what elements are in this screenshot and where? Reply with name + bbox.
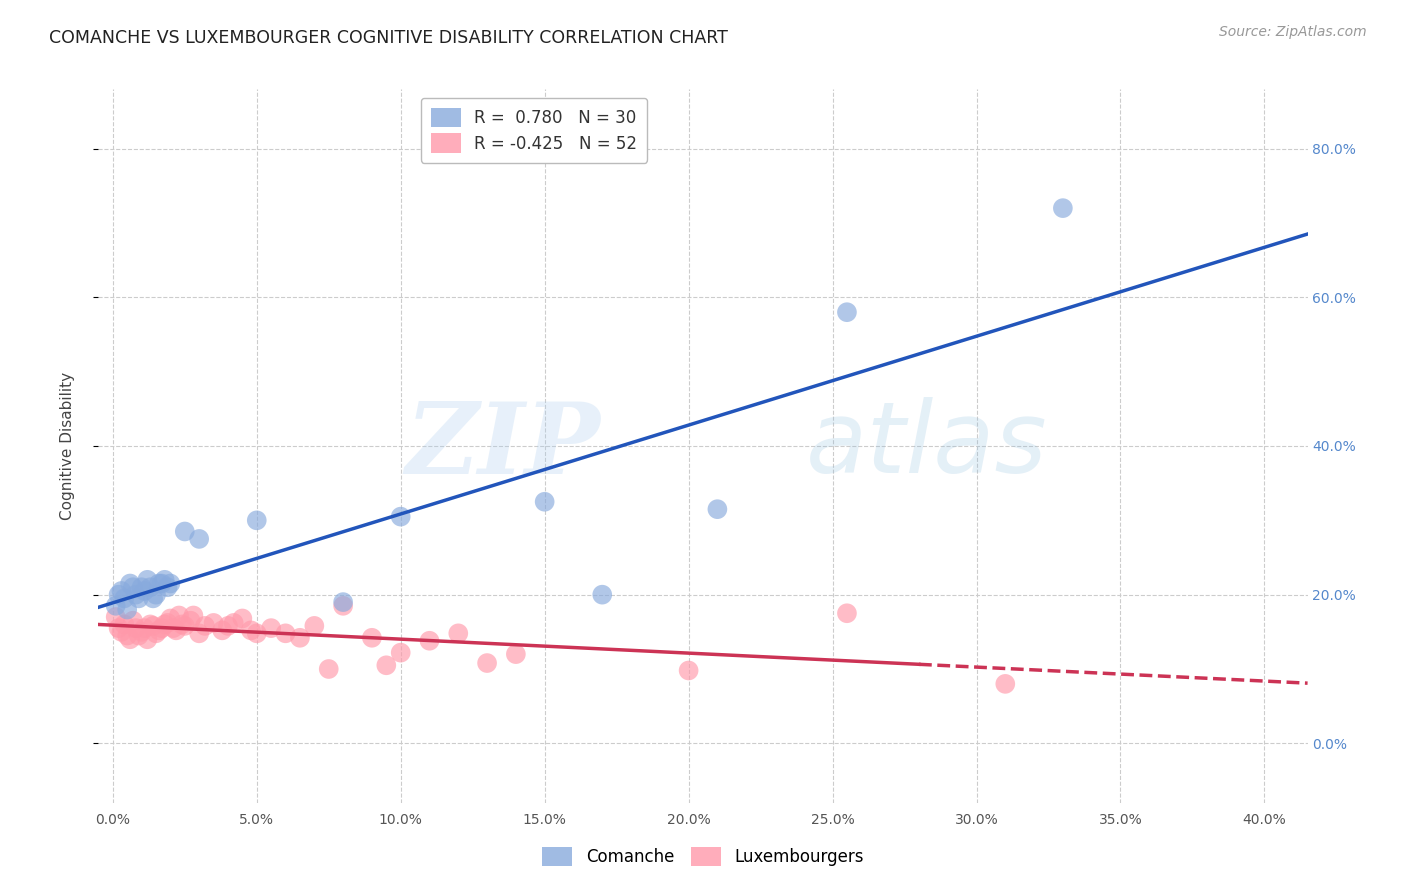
- Point: [110, 583, 132, 598]
- Point: [332, 595, 354, 609]
- Point: [115, 602, 138, 616]
- Point: [994, 677, 1017, 691]
- Point: [304, 619, 326, 633]
- Point: [134, 621, 156, 635]
- Point: [835, 305, 858, 319]
- Point: [678, 664, 700, 678]
- Point: [145, 626, 167, 640]
- Point: [389, 509, 412, 524]
- Point: [136, 632, 159, 647]
- Point: [162, 621, 184, 635]
- Point: [148, 576, 170, 591]
- Point: [1052, 201, 1074, 215]
- Point: [156, 615, 179, 630]
- Point: [173, 524, 195, 539]
- Point: [835, 607, 858, 621]
- Point: [104, 610, 127, 624]
- Point: [173, 619, 195, 633]
- Point: [170, 617, 193, 632]
- Point: [194, 619, 217, 633]
- Point: [112, 617, 135, 632]
- Point: [505, 647, 527, 661]
- Text: atlas: atlas: [806, 398, 1047, 494]
- Legend: R =  0.780   N = 30, R = -0.425   N = 52: R = 0.780 N = 30, R = -0.425 N = 52: [420, 97, 647, 162]
- Point: [122, 614, 145, 628]
- Point: [180, 614, 202, 628]
- Point: [706, 502, 728, 516]
- Point: [211, 624, 233, 638]
- Point: [153, 617, 176, 632]
- Point: [447, 626, 470, 640]
- Point: [150, 621, 173, 635]
- Point: [246, 626, 269, 640]
- Point: [389, 646, 412, 660]
- Point: [361, 631, 384, 645]
- Point: [231, 611, 253, 625]
- Point: [125, 621, 148, 635]
- Point: [104, 599, 127, 613]
- Point: [128, 628, 150, 642]
- Y-axis label: Cognitive Disability: Cognitive Disability: [60, 372, 75, 520]
- Point: [139, 617, 162, 632]
- Point: [145, 588, 167, 602]
- Point: [107, 588, 129, 602]
- Point: [260, 621, 283, 635]
- Point: [188, 626, 211, 640]
- Point: [274, 626, 297, 640]
- Point: [153, 573, 176, 587]
- Point: [167, 608, 190, 623]
- Point: [134, 583, 156, 598]
- Point: [128, 591, 150, 606]
- Point: [240, 624, 263, 638]
- Point: [107, 621, 129, 635]
- Legend: Comanche, Luxembourgers: Comanche, Luxembourgers: [536, 840, 870, 873]
- Point: [142, 591, 165, 606]
- Point: [418, 633, 440, 648]
- Point: [288, 631, 311, 645]
- Point: [120, 632, 142, 647]
- Point: [188, 532, 211, 546]
- Point: [131, 624, 153, 639]
- Point: [122, 580, 145, 594]
- Point: [139, 580, 162, 594]
- Point: [148, 624, 170, 638]
- Point: [318, 662, 340, 676]
- Point: [202, 615, 225, 630]
- Point: [475, 656, 498, 670]
- Text: COMANCHE VS LUXEMBOURGER COGNITIVE DISABILITY CORRELATION CHART: COMANCHE VS LUXEMBOURGER COGNITIVE DISAB…: [49, 29, 728, 46]
- Point: [125, 588, 148, 602]
- Point: [120, 576, 142, 591]
- Point: [150, 576, 173, 591]
- Point: [222, 615, 245, 630]
- Point: [246, 513, 269, 527]
- Point: [142, 619, 165, 633]
- Text: Source: ZipAtlas.com: Source: ZipAtlas.com: [1219, 25, 1367, 39]
- Point: [156, 580, 179, 594]
- Point: [159, 576, 181, 591]
- Point: [217, 619, 239, 633]
- Text: ZIP: ZIP: [405, 398, 600, 494]
- Point: [332, 599, 354, 613]
- Point: [112, 591, 135, 606]
- Point: [110, 624, 132, 639]
- Point: [533, 494, 555, 508]
- Point: [131, 580, 153, 594]
- Point: [165, 624, 187, 638]
- Point: [115, 628, 138, 642]
- Point: [591, 588, 613, 602]
- Point: [159, 611, 181, 625]
- Point: [375, 658, 398, 673]
- Point: [183, 608, 205, 623]
- Point: [136, 573, 159, 587]
